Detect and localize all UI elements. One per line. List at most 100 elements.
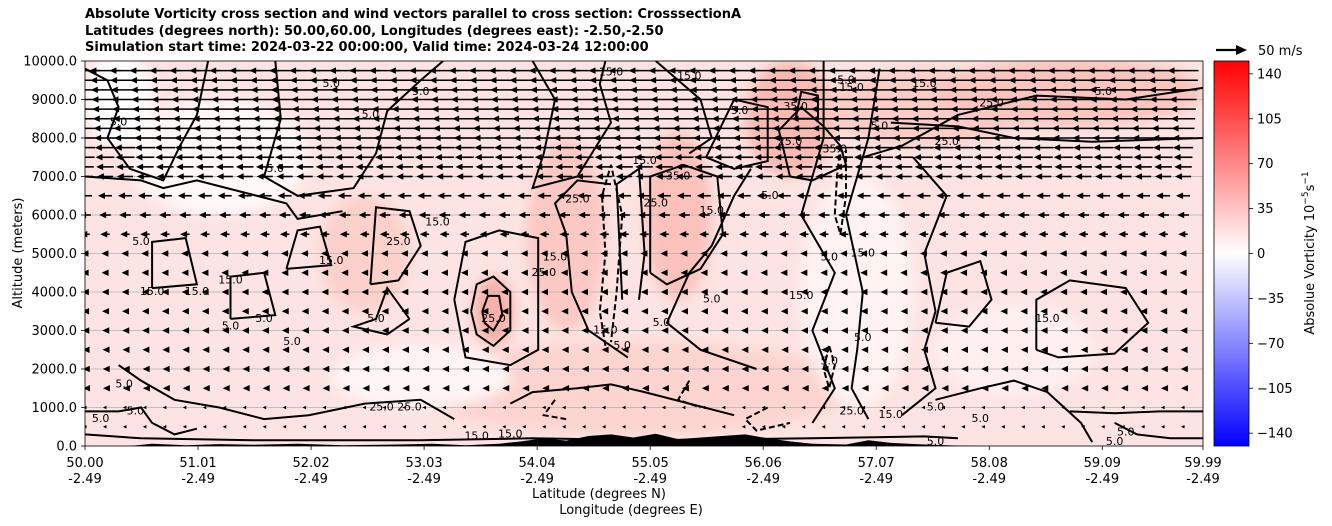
wind-vector-head	[293, 125, 301, 132]
wind-vector	[861, 405, 866, 410]
wind-vector-head	[511, 105, 519, 113]
wind-vector-head	[1132, 144, 1140, 151]
wind-vector-head	[899, 250, 907, 257]
wind-vector-head	[136, 163, 144, 171]
wind-vector-head	[940, 346, 948, 353]
wind-vector-head	[1093, 154, 1101, 161]
wind-vector	[182, 405, 187, 410]
colorbar-tick-label: 0	[1257, 247, 1265, 262]
wind-vector-head	[540, 269, 548, 276]
wind-vector-head	[302, 365, 310, 373]
wind-vector-head	[874, 163, 882, 171]
wind-vector-head	[201, 250, 209, 257]
wind-vector-head	[209, 67, 217, 74]
wind-vector-head	[914, 163, 922, 171]
wind-vector-head	[340, 250, 348, 257]
wind-vector-head	[162, 327, 170, 334]
wind-vector-head	[151, 96, 159, 103]
wind-vector-head	[601, 308, 609, 315]
wind-vector-head	[1119, 269, 1127, 276]
wind-vector-head	[529, 77, 537, 84]
colorbar-tick-label: −35	[1257, 292, 1284, 307]
wind-vector-head	[575, 163, 583, 171]
wind-vector-head	[930, 105, 938, 113]
wind-vector-head	[381, 308, 389, 315]
wind-vector-head	[756, 192, 764, 199]
wind-vector-head	[281, 269, 289, 276]
wind-vector-head	[830, 96, 838, 103]
wind-vector-head	[861, 385, 869, 392]
wind-vector-head	[1032, 134, 1040, 142]
wind-vector-head	[382, 385, 390, 392]
wind-vector-head	[333, 134, 341, 142]
wind-vector-head	[600, 250, 608, 257]
wind-vector-head	[409, 77, 417, 84]
wind-vector	[402, 424, 406, 429]
wind-vector-head	[761, 365, 769, 373]
contour-label: 5.0	[1095, 85, 1113, 98]
y-tick-label: 8000.0	[32, 132, 78, 147]
wind-vector-head	[235, 163, 243, 171]
wind-vector-head	[1000, 327, 1008, 334]
wind-vector	[482, 405, 486, 410]
wind-vector-head	[182, 365, 190, 373]
wind-vector-head	[948, 77, 956, 84]
wind-vector-head	[661, 346, 669, 353]
wind-vector-head	[959, 250, 967, 257]
wind-vector-head	[673, 144, 681, 151]
wind-vector-head	[1029, 96, 1037, 103]
wind-vector-head	[410, 86, 418, 94]
wind-vector-head	[897, 211, 905, 219]
wind-vector-head	[881, 365, 889, 373]
wind-vector-head	[462, 385, 470, 392]
wind-vector-head	[370, 96, 378, 103]
wind-vector-head	[371, 105, 379, 113]
wind-vector-head	[637, 192, 645, 199]
wind-vector-head	[872, 125, 880, 132]
wind-vector	[442, 405, 446, 410]
wind-vector-head	[655, 173, 663, 180]
x-tick-label-longitude: -2.49	[972, 472, 1006, 487]
wind-vector-head	[878, 231, 886, 238]
wind-vector-head	[608, 67, 616, 74]
contour-label: 5.0	[92, 412, 110, 425]
wind-vector-head	[141, 288, 149, 296]
wind-vector-head	[122, 346, 130, 353]
wind-vector-head	[860, 308, 868, 315]
wind-vector-head	[336, 173, 344, 180]
wind-vector-head	[1177, 211, 1185, 219]
wind-vector-head	[96, 163, 104, 171]
wind-vector-head	[701, 385, 709, 392]
wind-vector-head	[614, 154, 622, 161]
wind-vector-head	[373, 134, 381, 142]
wind-vector-head	[1041, 365, 1049, 373]
wind-vector-head	[868, 77, 876, 84]
wind-vector-head	[912, 134, 920, 142]
wind-vector-head	[401, 288, 409, 296]
wind-vector-head	[442, 385, 450, 392]
x-axis-label-latitude: Latitude (degrees N)	[532, 487, 666, 502]
wind-vector-head	[1051, 115, 1059, 122]
wind-vector-head	[1060, 308, 1068, 315]
wind-vector-head	[475, 163, 483, 171]
wind-vector-head	[851, 115, 859, 122]
wind-vector-head	[735, 163, 743, 171]
chart-title-line-1: Absolute Vorticity cross section and win…	[85, 7, 742, 22]
wind-vector-head	[474, 144, 482, 151]
contour-label: 15.0	[789, 289, 814, 302]
contour-label: 15.0	[218, 273, 243, 286]
wind-vector-head	[442, 365, 450, 373]
wind-vector-head	[162, 365, 170, 373]
wind-vector-head	[85, 192, 86, 199]
wind-vector-head	[960, 288, 968, 296]
wind-vector-head	[828, 67, 836, 74]
wind-vector-head	[198, 211, 206, 219]
wind-vector-head	[416, 173, 424, 180]
wind-vector-head	[752, 134, 760, 142]
wind-vector-head	[629, 86, 637, 94]
wind-vector-head	[1170, 115, 1178, 122]
wind-vector-head	[814, 154, 822, 161]
colorbar-tick-label: −105	[1257, 382, 1293, 397]
contour-label: 15.0	[699, 204, 724, 217]
wind-vector-head	[337, 192, 345, 199]
